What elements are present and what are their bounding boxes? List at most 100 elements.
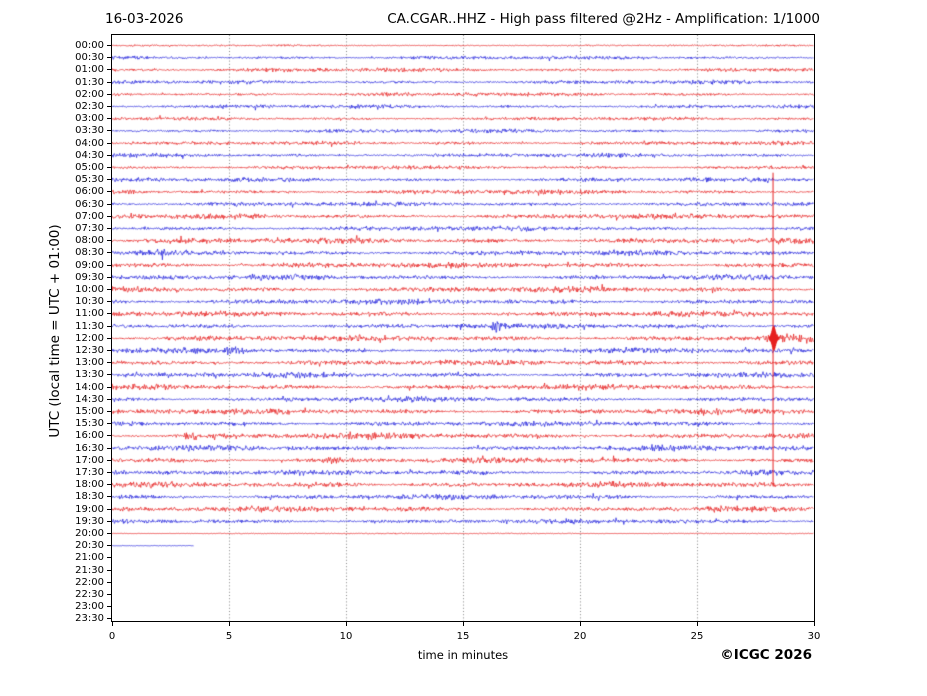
y-tick-mark [107,618,111,620]
y-tick-mark [107,57,111,59]
plot-main-title: CA.CGAR..HHZ - High pass filtered @2Hz -… [387,11,820,27]
y-tick-label: 17:30 [75,467,104,478]
y-tick-mark [107,228,111,229]
copyright-label: ©ICGC 2026 [720,647,812,663]
plot-date-title: 16-03-2026 [105,11,184,27]
x-tick-label: 15 [456,631,470,642]
y-tick-mark [107,179,111,181]
y-tick-mark [107,81,111,83]
y-tick-mark [107,508,111,510]
y-tick-mark [107,203,111,205]
y-tick-label: 04:00 [75,137,104,149]
y-tick-label: 16:00 [75,430,104,442]
y-tick-mark [107,191,111,193]
y-tick-label: 18:00 [75,479,104,491]
y-tick-label: 05:00 [75,162,104,173]
x-tick-mark [579,622,581,626]
y-tick-label: 23:30 [75,613,104,625]
y-tick-label: 13:00 [75,357,104,369]
y-tick-label: 08:30 [75,247,104,259]
y-tick-label: 05:30 [75,174,104,186]
helicorder-canvas [112,35,814,621]
y-tick-mark [107,594,111,595]
x-tick-label: 5 [225,631,233,642]
x-tick-mark [696,622,698,626]
y-tick-label: 04:30 [75,149,104,161]
y-tick-mark [107,325,111,327]
y-tick-mark [107,276,111,278]
y-tick-mark [107,350,111,351]
y-tick-label: 09:00 [75,259,104,271]
y-tick-label: 19:00 [75,503,104,515]
y-tick-label: 10:00 [75,284,104,295]
y-tick-label: 12:30 [75,345,104,356]
y-tick-label: 15:30 [75,418,104,430]
y-tick-label: 19:30 [75,515,104,527]
y-tick-label: 02:00 [75,88,104,100]
y-tick-mark [107,484,111,486]
x-tick-label: 0 [108,631,116,642]
x-tick-label: 10 [339,631,353,642]
y-tick-mark [107,45,111,46]
x-tick-mark [111,622,113,626]
y-tick-mark [107,301,111,303]
x-tick-mark [345,622,347,626]
y-tick-mark [107,252,111,254]
y-tick-mark [107,545,111,547]
y-tick-label: 09:30 [75,271,104,283]
x-tick-mark [228,622,230,626]
y-tick-label: 20:30 [75,540,104,552]
y-tick-label: 03:30 [75,125,104,137]
y-tick-label: 01:30 [75,76,104,88]
y-tick-mark [107,459,111,461]
y-tick-label: 18:30 [75,491,104,503]
y-tick-label: 06:30 [75,198,104,210]
y-tick-mark [107,264,111,266]
x-tick-label: 20 [573,631,587,642]
y-tick-label: 13:30 [75,369,104,381]
y-tick-mark [107,337,111,339]
y-tick-mark [107,142,111,144]
y-tick-mark [107,374,111,376]
y-tick-mark [107,569,111,571]
y-tick-mark [107,167,111,168]
y-tick-label: 03:00 [75,113,104,125]
y-tick-label: 10:30 [75,296,104,308]
y-tick-mark [107,411,111,412]
y-tick-mark [107,386,111,388]
y-tick-label: 20:00 [75,528,104,539]
y-tick-mark [107,289,111,290]
y-tick-label: 06:00 [75,186,104,198]
x-tick-label: 30 [807,631,821,642]
y-tick-mark [107,472,111,473]
y-tick-mark [107,606,111,608]
y-tick-mark [107,496,111,498]
plot-area [111,34,815,622]
y-tick-label: 00:00 [75,40,104,51]
y-tick-label: 22:30 [75,589,104,600]
y-tick-label: 02:30 [75,101,104,112]
y-tick-mark [107,154,111,156]
x-tick-label: 25 [690,631,704,642]
y-tick-label: 15:00 [75,406,104,417]
y-tick-mark [107,520,111,522]
y-tick-label: 12:00 [75,332,104,344]
y-tick-label: 07:30 [75,223,104,234]
y-tick-label: 00:30 [75,52,104,64]
y-tick-label: 11:30 [75,320,104,332]
y-tick-mark [107,581,111,583]
y-tick-mark [107,557,111,559]
y-tick-label: 08:00 [75,235,104,247]
y-tick-mark [107,130,111,132]
y-tick-mark [107,398,111,400]
y-tick-label: 21:30 [75,564,104,576]
y-tick-mark [107,423,111,425]
y-tick-label: 16:30 [75,442,104,454]
x-tick-mark [813,622,815,626]
y-tick-label: 21:00 [75,552,104,564]
y-tick-mark [107,240,111,242]
y-tick-mark [107,362,111,364]
y-tick-mark [107,93,111,95]
x-axis-label: time in minutes [417,648,509,662]
